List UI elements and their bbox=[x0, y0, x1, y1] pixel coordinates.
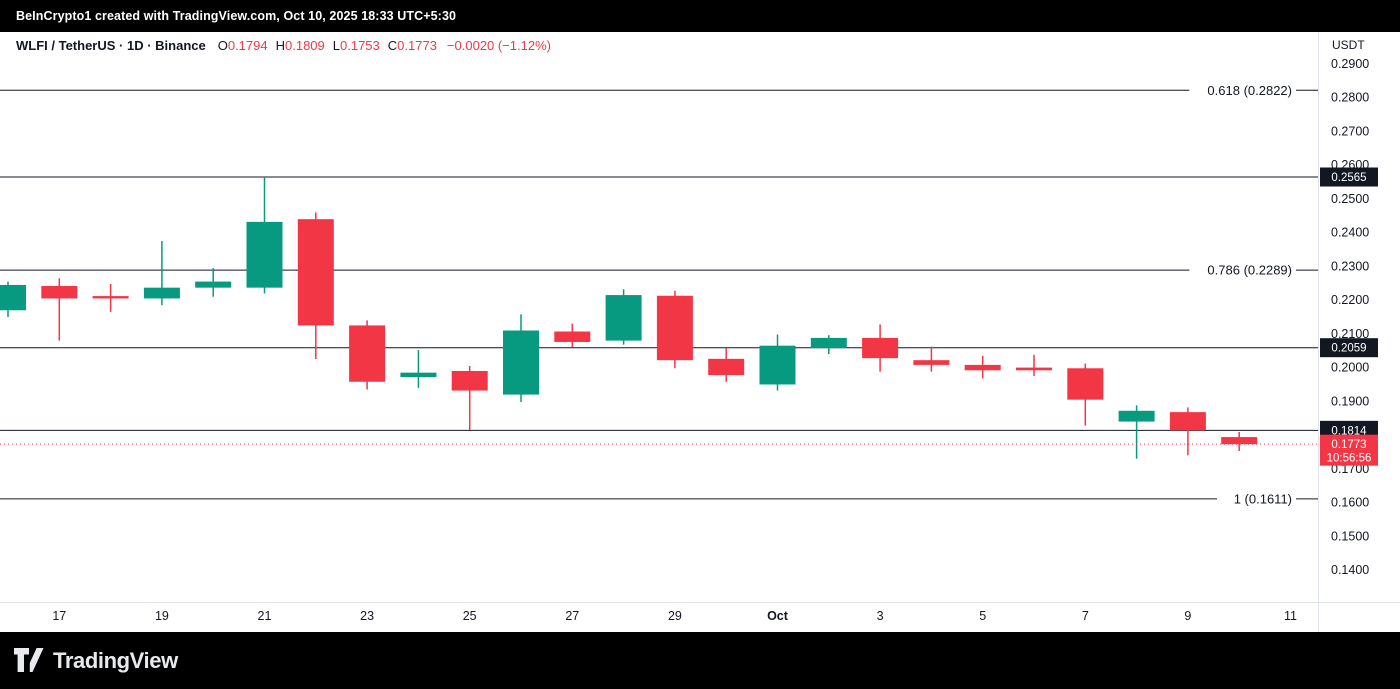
time-tick-label: 7 bbox=[1082, 609, 1089, 623]
candle-body bbox=[41, 285, 78, 299]
candle-body bbox=[759, 345, 796, 385]
price-tick-label: 0.2700 bbox=[1331, 124, 1369, 138]
current-price-label: 0.1773 bbox=[1331, 439, 1366, 451]
attribution-bar: BeInCrypto1 created with TradingView.com… bbox=[0, 0, 1400, 32]
chart-svg[interactable]: USDT0.29000.28000.27000.26000.25000.2400… bbox=[0, 32, 1400, 632]
fib-label-background bbox=[1189, 261, 1296, 280]
candle-body bbox=[451, 370, 488, 391]
high-label: H bbox=[275, 38, 285, 53]
price-level-badge-label: 0.2059 bbox=[1331, 343, 1366, 355]
open-value: 0.1794 bbox=[227, 38, 268, 53]
price-axis-currency-label[interactable]: USDT bbox=[1332, 38, 1365, 52]
price-change: −0.0020 (−1.12%) bbox=[446, 38, 551, 53]
candle-body bbox=[349, 325, 386, 382]
candle-body bbox=[297, 219, 334, 326]
brand-wordmark[interactable]: TradingView bbox=[53, 647, 178, 673]
ohlc-high: H0.1809 bbox=[276, 38, 325, 53]
high-value: 0.1809 bbox=[285, 38, 325, 53]
attribution-text: BeInCrypto1 created with TradingView.com… bbox=[16, 9, 457, 23]
current-price-badge: 0.1773 10:56:56 bbox=[1320, 434, 1378, 466]
price-level-badge bbox=[1320, 167, 1378, 187]
candle-body bbox=[503, 330, 539, 395]
candle-body bbox=[195, 281, 232, 288]
candle-body bbox=[656, 295, 693, 361]
fib-label-background bbox=[1217, 489, 1296, 508]
price-tick-label: 0.2300 bbox=[1331, 259, 1369, 273]
candle-body bbox=[1221, 437, 1258, 445]
symbol-header[interactable]: WLFI / TetherUS · 1D · Binance O0.1794 H… bbox=[16, 38, 551, 53]
open-label: O bbox=[217, 38, 228, 53]
time-tick-label: 23 bbox=[360, 609, 374, 623]
price-tick-label: 0.1500 bbox=[1331, 529, 1369, 543]
close-value: 0.1773 bbox=[397, 38, 437, 53]
candle-body bbox=[0, 284, 26, 311]
tradingview-logo-icon[interactable] bbox=[14, 648, 44, 673]
candle-body bbox=[143, 287, 180, 299]
candle-body bbox=[1118, 410, 1155, 422]
symbol-title[interactable]: WLFI / TetherUS · 1D · Binance bbox=[16, 38, 206, 53]
candle-body bbox=[1169, 412, 1206, 431]
price-level-badge bbox=[1320, 338, 1378, 358]
price-tick-label: 0.2900 bbox=[1331, 57, 1369, 71]
candle-body bbox=[810, 337, 847, 349]
low-label: L bbox=[332, 38, 340, 53]
fib-level-label: 0.786 (0.2289) bbox=[1207, 263, 1292, 278]
price-axis[interactable]: 0.29000.28000.27000.26000.25000.24000.23… bbox=[1331, 57, 1369, 577]
time-tick-label: 21 bbox=[258, 609, 272, 623]
price-tick-label: 0.2400 bbox=[1331, 226, 1369, 240]
candle-body bbox=[964, 364, 1001, 371]
ohlc-low: L0.1753 bbox=[333, 38, 380, 53]
time-tick-label: 25 bbox=[463, 609, 477, 623]
price-tick-label: 0.2200 bbox=[1331, 293, 1369, 307]
chart-pane[interactable]: WLFI / TetherUS · 1D · Binance O0.1794 H… bbox=[0, 32, 1400, 632]
candle-body bbox=[605, 295, 642, 341]
candle-body bbox=[862, 337, 899, 359]
candle-body bbox=[708, 358, 745, 376]
price-levels: 0.618 (0.2822) 0.2565 0.786 (0.2289) 0.2059… bbox=[0, 81, 1378, 508]
time-tick-label: 29 bbox=[668, 609, 682, 623]
price-level-badge-label: 0.1814 bbox=[1331, 425, 1367, 437]
price-tick-label: 0.1400 bbox=[1331, 563, 1369, 577]
candle-body bbox=[554, 331, 591, 342]
fib-label-background bbox=[1189, 81, 1296, 100]
time-tick-label: 19 bbox=[155, 609, 169, 623]
ohlc-close: C0.1773 bbox=[388, 38, 437, 53]
candle-body bbox=[246, 221, 283, 288]
fib-level-label: 1 (0.1611) bbox=[1234, 491, 1292, 506]
candle-body bbox=[1016, 367, 1052, 371]
price-tick-label: 0.2000 bbox=[1331, 361, 1369, 375]
time-axis[interactable]: 17 19 21 23 25 27 29 Oct 3 5 7 9 11 bbox=[52, 609, 1297, 623]
time-tick-label: 9 bbox=[1184, 609, 1191, 623]
close-label: C bbox=[387, 38, 398, 53]
time-tick-label: 27 bbox=[565, 609, 579, 623]
time-tick-label: Oct bbox=[767, 609, 789, 623]
price-tick-label: 0.1600 bbox=[1331, 496, 1369, 510]
candle-body bbox=[913, 360, 950, 365]
candle-body bbox=[400, 372, 437, 378]
price-level-badge-label: 0.2565 bbox=[1331, 172, 1366, 184]
countdown-label: 10:56:56 bbox=[1327, 453, 1372, 465]
price-tick-label: 0.2500 bbox=[1331, 192, 1369, 206]
low-value: 0.1753 bbox=[340, 38, 380, 53]
time-tick-label: 17 bbox=[52, 609, 66, 623]
footer-bar: TradingView bbox=[0, 632, 1400, 689]
ohlc-open: O0.1794 bbox=[218, 38, 268, 53]
time-tick-label: 5 bbox=[979, 609, 986, 623]
candle-body bbox=[1067, 368, 1104, 400]
price-tick-label: 0.2100 bbox=[1331, 327, 1369, 341]
price-tick-label: 0.1900 bbox=[1331, 394, 1369, 408]
candle-body bbox=[92, 296, 129, 299]
fib-level-label: 0.618 (0.2822) bbox=[1207, 83, 1292, 98]
time-tick-label: 11 bbox=[1284, 609, 1297, 623]
candlestick-series[interactable] bbox=[0, 177, 1258, 459]
time-tick-label: 3 bbox=[877, 609, 884, 623]
price-tick-label: 0.2800 bbox=[1331, 91, 1369, 105]
